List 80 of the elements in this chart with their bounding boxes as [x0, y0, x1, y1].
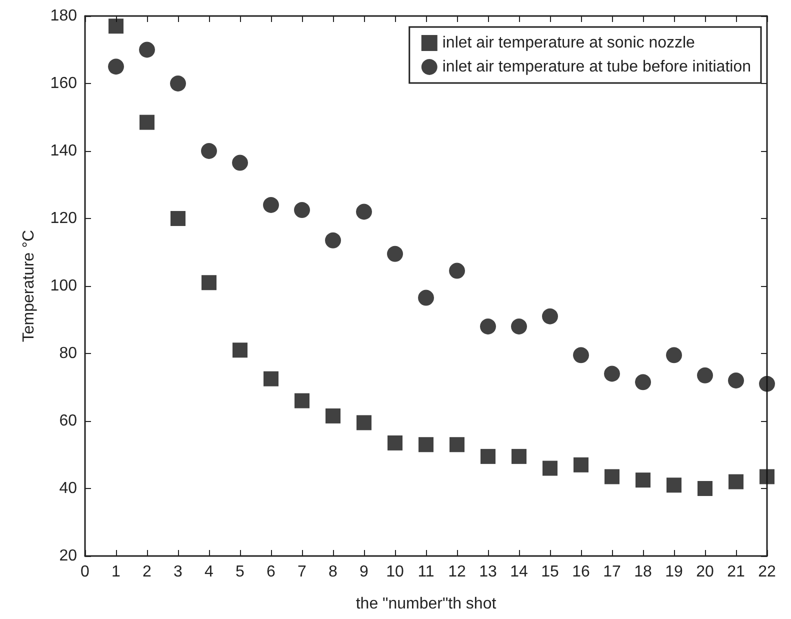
- x-tick-label: 22: [758, 564, 776, 580]
- x-tick-label: 18: [634, 564, 652, 580]
- point: [604, 469, 620, 484]
- x-tick-label: 7: [298, 564, 307, 580]
- point: [636, 472, 650, 488]
- y-tick-label: 40: [59, 480, 78, 497]
- point: [480, 318, 496, 334]
- point: [480, 448, 496, 464]
- point: [388, 435, 402, 450]
- x-tick-label: 19: [665, 564, 683, 580]
- x-tick-label: 16: [572, 564, 590, 580]
- y-tick-label: 20: [59, 548, 78, 564]
- point: [356, 204, 372, 220]
- point: [418, 290, 434, 306]
- point: [666, 347, 682, 364]
- point: [264, 371, 278, 386]
- point: [512, 448, 526, 464]
- point: [170, 211, 186, 226]
- x-tick-label: 3: [174, 564, 183, 580]
- point: [511, 318, 527, 334]
- x-tick-label: 0: [80, 564, 90, 580]
- point: [325, 232, 341, 248]
- point: [201, 143, 217, 159]
- point: [698, 481, 712, 496]
- y-tick-label: 160: [50, 75, 78, 92]
- point: [542, 460, 558, 476]
- y-tick-label: 180: [50, 8, 78, 24]
- y-tick-label: 80: [59, 345, 78, 362]
- point: [108, 18, 124, 34]
- x-tick-label: 17: [603, 564, 621, 580]
- point: [728, 372, 744, 388]
- x-tick-label: 21: [727, 564, 745, 580]
- x-tick-label: 10: [386, 564, 404, 580]
- point: [635, 374, 651, 390]
- x-tick-label: 13: [479, 564, 497, 580]
- y-tick-label: 120: [50, 210, 78, 227]
- x-tick-label: 9: [360, 564, 369, 580]
- x-tick-label: 6: [266, 564, 276, 580]
- x-tick-label: 4: [204, 564, 214, 580]
- y-tick-label: 140: [50, 142, 78, 160]
- x-tick-label: 2: [142, 564, 152, 580]
- point: [139, 42, 155, 58]
- point: [108, 58, 124, 75]
- point: [387, 246, 403, 262]
- point: [326, 408, 340, 424]
- point: [697, 367, 713, 384]
- x-tick-label: 8: [328, 564, 338, 580]
- y-tick-label: 60: [59, 412, 78, 430]
- x-tick-label: 15: [541, 564, 559, 580]
- point: [356, 415, 372, 430]
- point: [574, 457, 588, 472]
- point: [449, 262, 465, 279]
- point: [170, 76, 186, 92]
- x-axis-title: the "number"th shot: [356, 596, 497, 612]
- point: [759, 376, 775, 392]
- point: [232, 342, 248, 358]
- point: [202, 275, 216, 290]
- y-tick-label: 100: [50, 278, 78, 294]
- point: [760, 469, 774, 484]
- legend-label: inlet air temperature at sonic nozzle: [442, 34, 696, 52]
- point: [294, 393, 310, 408]
- point: [573, 347, 589, 364]
- x-tick-label: 14: [510, 564, 528, 580]
- legend-label: inlet air temperature at tube before initiation: [442, 58, 751, 76]
- point: [418, 437, 434, 452]
- x-tick-label: 11: [418, 564, 434, 580]
- x-tick-label: 20: [696, 564, 714, 580]
- point: [263, 197, 279, 213]
- point: [294, 202, 310, 218]
- point: [604, 366, 620, 382]
- point: [666, 478, 682, 493]
- point: [542, 308, 558, 324]
- x-tick-label: 12: [448, 564, 466, 580]
- point: [728, 474, 744, 490]
- x-tick-label: 1: [112, 564, 121, 580]
- x-tick-label: 5: [236, 564, 245, 580]
- point: [450, 437, 464, 452]
- y-axis-title: Temperature °C: [20, 230, 38, 342]
- point: [140, 114, 154, 130]
- point: [232, 154, 248, 171]
